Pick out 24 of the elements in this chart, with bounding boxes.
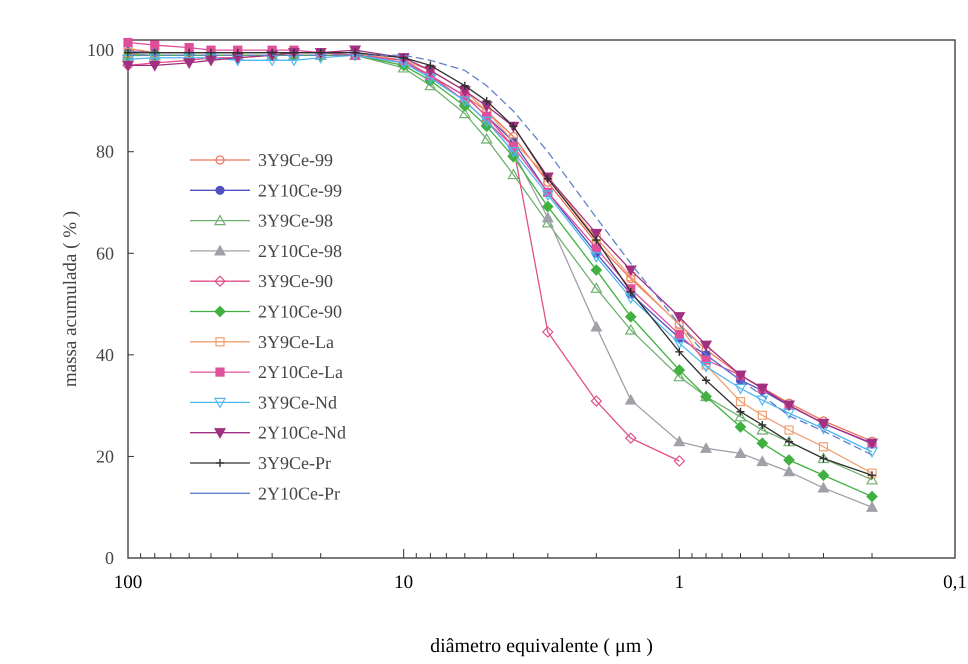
legend-label: 2Y10Ce-98	[258, 240, 342, 261]
y-tick-label: 40	[96, 344, 114, 365]
legend-label: 2Y10Ce-La	[258, 362, 343, 382]
legend-label: 2Y10Ce-99	[258, 180, 342, 200]
legend-label: 3Y9Ce-La	[258, 332, 334, 352]
y-axis-title: massa acumulada ( % )	[60, 210, 81, 388]
x-axis-title: diâmetro equivalente ( μm )	[430, 635, 653, 657]
legend-label: 3Y9Ce-99	[258, 150, 333, 170]
legend-label: 2Y10Ce-Nd	[258, 422, 346, 443]
legend-label: 2Y10Ce-Pr	[258, 483, 340, 504]
x-tick-label: 0,1	[943, 572, 967, 593]
y-tick-label: 0	[105, 548, 114, 568]
x-tick-label: 100	[114, 572, 142, 593]
legend-label: 3Y9Ce-Pr	[258, 453, 331, 473]
y-tick-label: 20	[96, 446, 114, 466]
x-tick-label: 1	[674, 572, 684, 593]
legend-label: 3Y9Ce-90	[258, 271, 333, 292]
y-tick-label: 100	[87, 40, 114, 60]
y-tick-label: 60	[96, 243, 114, 264]
legend-label: 3Y9Ce-Nd	[258, 392, 337, 412]
y-tick-label: 80	[96, 142, 114, 162]
legend-label: 3Y9Ce-98	[258, 210, 333, 231]
x-tick-label: 10	[394, 572, 414, 593]
legend-label: 2Y10Ce-90	[258, 302, 342, 322]
